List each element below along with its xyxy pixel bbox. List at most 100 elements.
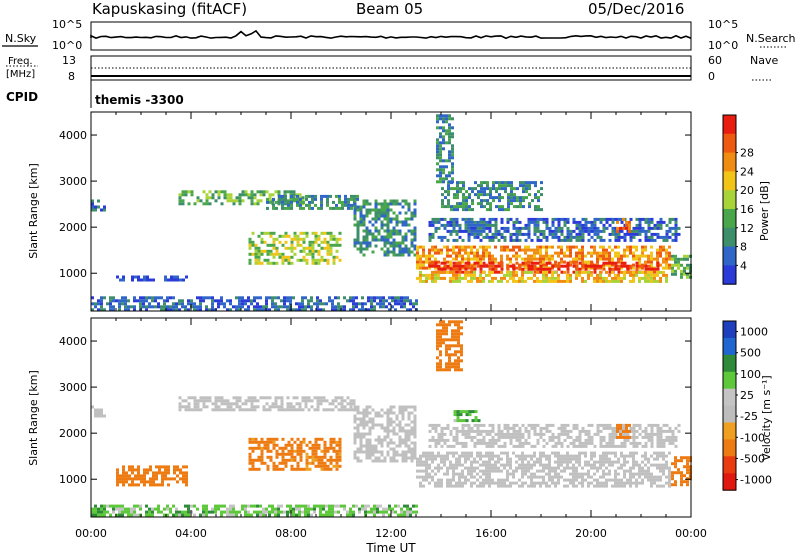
data-cell: [340, 402, 344, 406]
data-cell: [268, 196, 272, 200]
data-cell: [185, 474, 188, 478]
data-cell: [668, 245, 671, 249]
data-cell: [247, 296, 250, 300]
data-cell: [353, 405, 357, 409]
data-cell: [599, 220, 603, 224]
data-cell: [377, 217, 381, 221]
data-cell: [524, 223, 528, 227]
data-cell: [353, 244, 357, 248]
data-cell: [653, 432, 657, 436]
data-cell: [214, 399, 218, 403]
data-cell: [272, 467, 276, 471]
data-cell: [91, 510, 94, 514]
data-cell: [379, 510, 382, 514]
data-cell: [103, 513, 106, 517]
data-cell: [512, 451, 515, 455]
data-cell: [290, 455, 294, 459]
data-cell: [404, 223, 408, 227]
data-cell: [563, 235, 567, 239]
data-cell: [605, 423, 609, 427]
data-cell: [557, 426, 561, 430]
data-cell: [611, 267, 615, 271]
data-cell: [182, 480, 185, 484]
data-cell: [641, 276, 644, 280]
data-cell: [557, 478, 560, 482]
data-cell: [278, 461, 282, 465]
data-cell: [593, 251, 596, 255]
data-cell: [97, 302, 100, 306]
data-cell: [359, 250, 363, 254]
data-cell: [148, 296, 151, 300]
data-cell: [623, 444, 627, 448]
data-cell: [260, 440, 264, 444]
data-cell: [536, 257, 539, 261]
data-cell: [349, 405, 353, 409]
data-cell: [659, 223, 663, 227]
cpid-value: themis -3300: [95, 93, 184, 107]
data-cell: [238, 408, 242, 412]
data-cell: [572, 235, 576, 239]
data-cell: [461, 426, 465, 430]
data-cell: [473, 245, 476, 249]
data-cell: [566, 478, 569, 482]
y-tick-label: 2000: [59, 221, 87, 234]
data-cell: [278, 446, 282, 450]
data-cell: [451, 156, 454, 160]
data-cell: [479, 267, 483, 271]
data-cell: [125, 477, 128, 481]
data-cell: [557, 223, 561, 227]
data-cell: [560, 279, 563, 283]
data-cell: [650, 254, 653, 258]
data-cell: [320, 240, 324, 244]
data-cell: [365, 441, 369, 445]
data-cell: [554, 217, 558, 221]
data-cell: [398, 232, 402, 236]
data-cell: [395, 423, 399, 427]
data-cell: [176, 465, 179, 469]
data-cell: [596, 266, 599, 270]
data-cell: [560, 475, 563, 479]
data-cell: [256, 513, 259, 517]
data-cell: [581, 481, 584, 485]
data-cell: [355, 305, 358, 309]
data-cell: [446, 223, 450, 227]
data-cell: [374, 411, 378, 415]
data-cell: [91, 405, 94, 409]
data-cell: [626, 264, 630, 268]
data-cell: [412, 305, 415, 309]
data-cell: [272, 237, 276, 241]
data-cell: [620, 254, 623, 258]
data-cell: [501, 187, 504, 191]
data-cell: [599, 254, 602, 258]
data-cell: [112, 299, 115, 303]
data-cell: [97, 308, 100, 312]
data-cell: [250, 402, 254, 406]
data-cell: [509, 270, 512, 274]
data-cell: [656, 466, 659, 470]
data-cell: [473, 232, 477, 236]
data-cell: [470, 229, 474, 233]
data-cell: [491, 257, 494, 261]
data-cell: [452, 223, 456, 227]
data-cell: [488, 429, 492, 433]
data-cell: [625, 435, 628, 439]
data-cell: [380, 238, 384, 242]
data-cell: [563, 264, 567, 268]
data-cell: [614, 432, 618, 436]
data-cell: [256, 504, 259, 508]
data-cell: [563, 478, 566, 482]
data-cell: [584, 223, 588, 227]
data-cell: [534, 184, 537, 188]
data-cell: [361, 296, 364, 300]
data-cell: [431, 454, 434, 458]
data-cell: [464, 220, 468, 224]
data-cell: [313, 510, 316, 514]
data-cell: [281, 194, 284, 198]
data-cell: [656, 279, 659, 283]
data-cell: [416, 457, 419, 461]
data-cell: [464, 248, 467, 252]
data-cell: [518, 444, 522, 448]
data-cell: [290, 255, 294, 259]
data-cell: [528, 181, 531, 185]
data-cell: [325, 408, 329, 412]
